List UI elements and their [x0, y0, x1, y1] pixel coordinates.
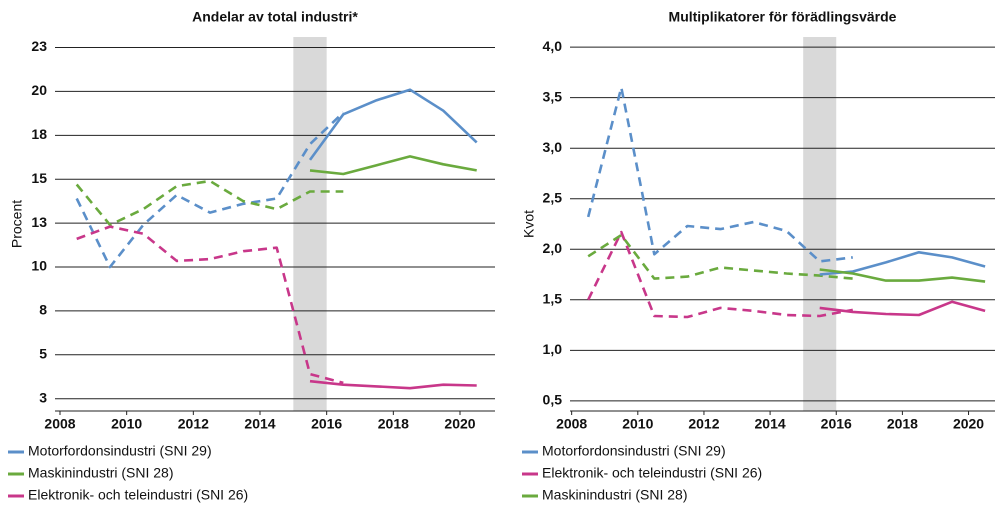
x-tick-label: 2014	[244, 416, 275, 432]
y-tick-label: 18	[31, 126, 47, 142]
chart-title: Multiplikatorer för förädlingsvärde	[669, 9, 897, 25]
y-tick-label: 2,5	[543, 189, 563, 205]
chart-title: Andelar av total industri*	[192, 9, 358, 25]
legend-label: Elektronik- och teleindustri (SNI 26)	[28, 487, 248, 503]
x-tick-label: 2010	[111, 416, 142, 432]
dashed-line	[75, 179, 344, 227]
dashed-line	[75, 111, 345, 269]
legend-label: Maskinindustri (SNI 28)	[28, 465, 174, 481]
line	[308, 88, 478, 161]
x-tick-label: 2014	[755, 416, 786, 432]
y-tick-label: 0,5	[543, 392, 563, 408]
x-tick-label: 2018	[887, 416, 918, 432]
y-tick-label: 3,0	[543, 139, 563, 155]
x-tick-label: 2012	[688, 416, 719, 432]
y-tick-label: 2,0	[543, 240, 563, 256]
x-tick-label: 2016	[821, 416, 852, 432]
line	[309, 155, 477, 176]
y-tick-label: 10	[31, 258, 47, 274]
y-tick-label: 3	[39, 389, 47, 405]
dashed-line	[587, 230, 854, 319]
y-tick-label: 8	[39, 302, 47, 318]
x-tick-label: 2012	[178, 416, 209, 432]
legend-label: Motorfordonsindustri (SNI 29)	[28, 443, 212, 459]
line	[309, 379, 477, 390]
line	[819, 268, 986, 283]
x-tick-label: 2010	[622, 416, 653, 432]
y-tick-label: 1,0	[543, 341, 563, 357]
x-tick-label: 2016	[311, 416, 342, 432]
shaded-period	[293, 37, 327, 411]
y-tick-label: 3,5	[543, 88, 563, 104]
y-tick-label: 1,5	[543, 291, 563, 307]
y-tick-label: 4,0	[543, 38, 563, 54]
y-tick-label: 23	[31, 38, 47, 54]
y-tick-label: 20	[31, 82, 47, 98]
dashed-line	[586, 86, 853, 263]
line	[819, 300, 986, 317]
line	[819, 251, 986, 276]
y-axis-label: Procent	[9, 200, 25, 248]
legend-label: Motorfordonsindustri (SNI 29)	[542, 443, 726, 459]
legend-label: Maskinindustri (SNI 28)	[542, 487, 688, 503]
x-tick-label: 2020	[444, 416, 475, 432]
y-tick-label: 15	[31, 170, 47, 186]
y-tick-label: 5	[39, 346, 47, 362]
x-tick-label: 2020	[953, 416, 984, 432]
x-tick-label: 2008	[556, 416, 587, 432]
x-tick-label: 2018	[378, 416, 409, 432]
legend-label: Elektronik- och teleindustri (SNI 26)	[542, 465, 762, 481]
y-axis-label: Kvot	[521, 210, 537, 238]
shaded-period	[803, 37, 837, 411]
x-tick-label: 2008	[44, 416, 75, 432]
dashed-line	[76, 225, 344, 385]
y-tick-label: 13	[31, 214, 47, 230]
